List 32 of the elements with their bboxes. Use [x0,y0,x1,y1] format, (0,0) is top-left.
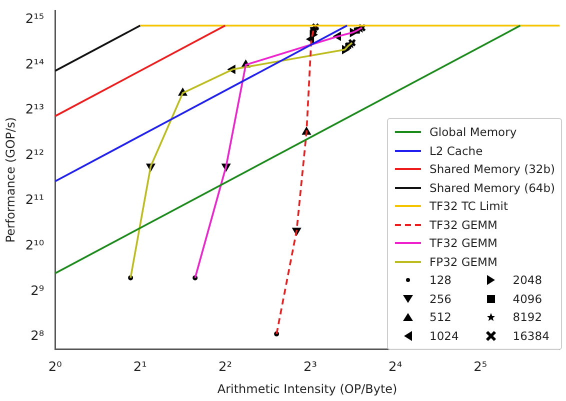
legend-label: 4096 [512,292,542,306]
x-tick-label: 2⁰ [48,360,62,376]
legend-label: TF32 GEMM [430,236,498,250]
y-tick-label: 2¹⁴ [25,57,44,72]
legend-label: 16384 [512,328,550,343]
y-tick-label: 2¹³ [25,102,44,118]
x-tick-label: 2² [218,360,232,376]
y-tick-label: 2¹¹ [25,193,44,208]
legend-label: 1024 [430,328,459,343]
legend-label: 512 [430,310,452,324]
y-tick-label: 2¹² [25,148,44,163]
legend-label: Shared Memory (32b) [430,162,555,176]
legend-label: 8192 [512,310,542,324]
y-axis-title: Performance (GOP/s) [3,117,18,243]
legend-label: TF32 GEMM [430,218,498,232]
x-axis-title: Arithmetic Intensity (OP/Byte) [217,382,398,396]
y-tick-label: 2⁹ [30,284,44,299]
legend-label: FP32 GEMM [430,254,498,269]
y-tick-label: 2¹⁰ [25,238,44,254]
legend-label: L2 Cache [430,144,483,158]
x-tick-label: 2¹ [133,360,147,376]
legend-label: TF32 TC Limit [430,199,508,214]
x-tick-label: 2⁴ [388,360,402,376]
x-tick-label: 2⁵ [474,360,488,376]
legend-label: Shared Memory (64b) [430,180,555,195]
y-tick-label: 2⁸ [30,329,44,344]
legend-label: 128 [430,273,452,288]
x-tick-label: 2³ [304,360,317,376]
legend-label: 256 [430,292,452,306]
legend-label: Global Memory [430,125,517,140]
y-tick-label: 2¹⁵ [25,12,44,27]
legend-label: 2048 [512,273,542,288]
